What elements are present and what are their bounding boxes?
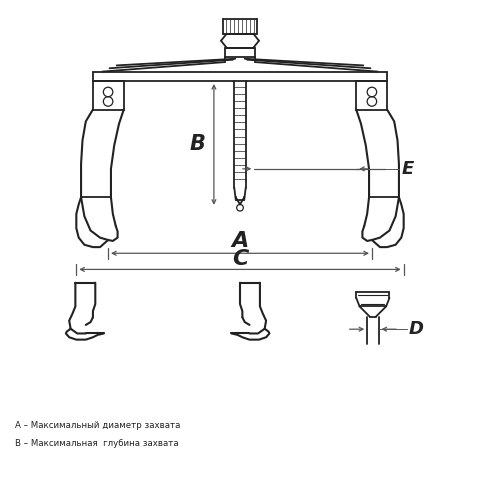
- Text: A: A: [231, 231, 249, 252]
- Text: B: B: [190, 134, 205, 155]
- Text: C: C: [232, 249, 248, 269]
- Text: E: E: [401, 160, 414, 178]
- Text: A – Максимальный диаметр захвата: A – Максимальный диаметр захвата: [14, 420, 180, 430]
- Text: B – Максимальная  глубина захвата: B – Максимальная глубина захвата: [14, 439, 178, 447]
- Text: D: D: [408, 320, 423, 338]
